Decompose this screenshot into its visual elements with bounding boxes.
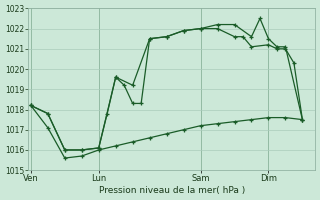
X-axis label: Pression niveau de la mer( hPa ): Pression niveau de la mer( hPa ) xyxy=(99,186,245,195)
